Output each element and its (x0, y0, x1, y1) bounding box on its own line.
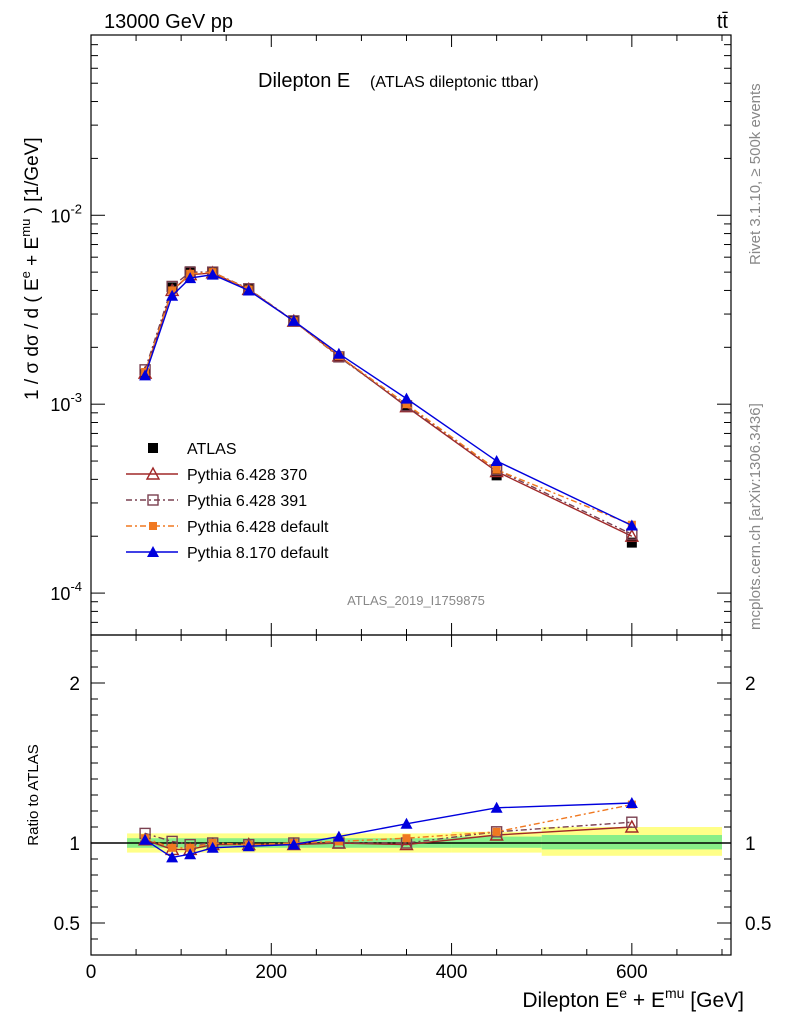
data-point (626, 537, 637, 548)
main-panel: 10-4 10-3 10-2 Dilepton E (ATLAS dileptoni… (50, 34, 732, 636)
data-point (287, 314, 300, 326)
data-point (492, 465, 501, 474)
rivet-label: Rivet 3.1.10, ≥ 500k events (747, 83, 764, 265)
y-tick-label: 1 (745, 834, 756, 855)
ratio-point (402, 834, 411, 843)
legend-label: Pythia 8.170 default (187, 545, 329, 562)
y-tick-label: 10-2 (50, 201, 82, 226)
legend-label: Pythia 6.428 default (187, 519, 329, 536)
legend-marker (145, 466, 161, 480)
uncertainty-band-stat (541, 835, 722, 850)
legend-marker (147, 546, 159, 557)
x-tick-label: 200 (255, 962, 287, 983)
legend-label: ATLAS (187, 441, 237, 458)
y-tick-label: 10-3 (50, 390, 82, 415)
y-tick-label: 2 (69, 674, 80, 695)
data-point (332, 347, 345, 359)
ratio-y-axis-label: Ratio to ATLAS (25, 744, 42, 845)
analysis-id: ATLAS_2019_I1759875 (347, 593, 485, 608)
series-line (144, 271, 633, 526)
x-axis-label: Dilepton Ee + Emu [GeV] (522, 985, 744, 1012)
ratio-point (166, 851, 179, 863)
ratio-point (184, 848, 197, 860)
y-tick-label: 0.5 (745, 914, 771, 935)
ratio-point (626, 816, 638, 828)
y-tick-label: 10-4 (50, 579, 82, 604)
main-y-axis-label: 1 / σ dσ / d ( Ee + Emu ) [1/GeV] (18, 137, 43, 400)
ratio-point (625, 797, 638, 808)
data-point (625, 519, 638, 531)
ratio-point (242, 840, 255, 852)
ratio-line (144, 802, 632, 859)
data-point (402, 400, 411, 409)
ratio-line (144, 826, 632, 851)
ratio-line (144, 803, 632, 849)
legend-label: Pythia 6.428 370 (187, 467, 307, 484)
data-point (400, 392, 413, 404)
chart-subtitle: (ATLAS dileptonic ttbar) (370, 74, 539, 91)
x-tick-label: 0 (86, 962, 97, 983)
legend-label: Pythia 6.428 391 (187, 493, 307, 510)
ratio-point (206, 841, 219, 853)
series-line (144, 273, 633, 527)
legend-marker (147, 494, 159, 506)
ratio-point (400, 817, 413, 829)
x-tick-label: 400 (436, 962, 468, 983)
data-point (139, 369, 152, 381)
legend: ATLAS Pythia 6.428 370 Pythia 6.428 391 Pyt… (126, 441, 329, 562)
uncertainty-band-stat (451, 836, 542, 848)
ratio-point (490, 826, 503, 838)
header-right: tt̄ (717, 11, 729, 33)
ratio-point (168, 843, 177, 852)
data-point (184, 272, 197, 284)
y-tick-label: 0.5 (54, 914, 80, 935)
legend-marker (149, 522, 157, 530)
x-tick-label: 600 (616, 962, 648, 983)
ratio-point (490, 801, 503, 813)
ratio-frame (90, 634, 732, 956)
ratio-point (139, 833, 152, 845)
y-tick-label: 1 (69, 834, 80, 855)
legend-marker (148, 443, 158, 453)
ratio-point (624, 819, 640, 833)
data-point (206, 268, 219, 280)
ratio-point (287, 838, 300, 850)
data-point (242, 284, 255, 296)
y-tick-label: 2 (745, 674, 756, 695)
ratio-point (492, 827, 501, 836)
data-point (624, 528, 640, 542)
ratio-point (186, 843, 195, 852)
ratio-point (399, 837, 414, 851)
ratio-panel: 0.5 0.5 1 1 2 2 (54, 634, 771, 956)
mcplots-label: mcplots.cern.ch [arXiv:1306.3436] (747, 403, 764, 630)
ratio-point (332, 830, 345, 842)
data-point (166, 289, 179, 301)
header-left: 13000 GeV pp (104, 11, 233, 33)
chart-title: Dilepton E (258, 70, 350, 92)
data-point (490, 455, 503, 467)
